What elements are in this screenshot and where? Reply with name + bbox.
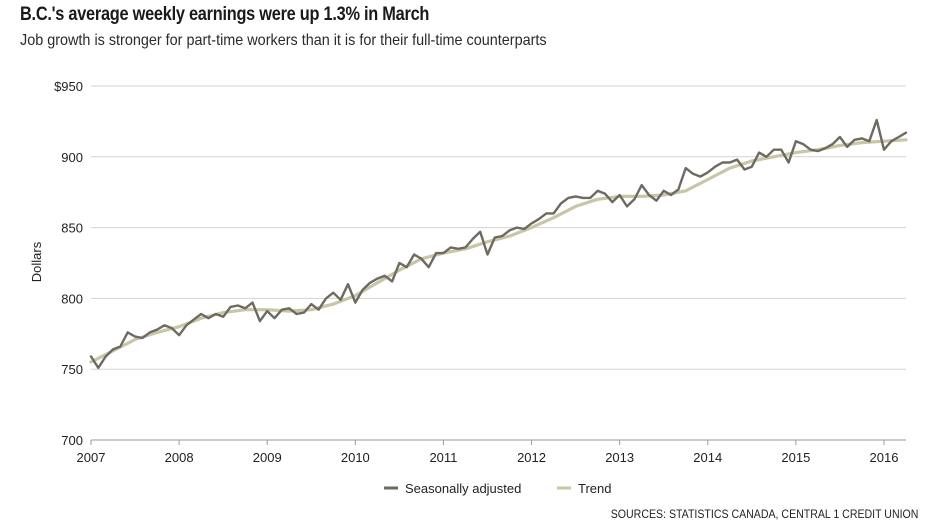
chart-title: B.C.'s average weekly earnings were up 1… <box>20 4 430 25</box>
x-tick-label-2010: 2010 <box>341 450 370 465</box>
series-line-seasonally-adjusted <box>89 118 908 369</box>
x-tick-label-2007: 2007 <box>77 450 106 465</box>
x-tick-label-2014: 2014 <box>693 450 722 465</box>
gridlines <box>91 85 906 441</box>
y-tick-label-900: 900 <box>61 150 83 165</box>
source-note: SOURCES: STATISTICS CANADA, CENTRAL 1 CR… <box>610 509 918 521</box>
y-axis-ticks: 700 750 800 850 900 $950 <box>54 79 83 448</box>
legend-label-trend: Trend <box>578 481 611 496</box>
series-lines <box>89 118 908 369</box>
chart-subtitle: Job growth is stronger for part-time wor… <box>20 32 547 49</box>
series-line-trend <box>89 138 908 364</box>
x-tick-label-2009: 2009 <box>253 450 282 465</box>
y-tick-label-800: 800 <box>61 291 83 306</box>
y-tick-label-850: 850 <box>61 221 83 236</box>
x-tick-label-2013: 2013 <box>605 450 634 465</box>
y-tick-label-950: $950 <box>54 79 83 94</box>
legend-label-seasonally-adjusted: Seasonally adjusted <box>405 481 521 496</box>
x-tick-label-2015: 2015 <box>781 450 810 465</box>
x-tick-label-2016: 2016 <box>870 450 899 465</box>
x-axis-ticks: 2007 2008 2009 2010 2011 2012 2013 2014 2015 2016 <box>77 440 899 465</box>
y-tick-label-750: 750 <box>61 362 83 377</box>
legend: Seasonally adjusted Trend <box>384 481 611 496</box>
x-tick-label-2008: 2008 <box>165 450 194 465</box>
y-axis-label: Dollars <box>29 241 44 282</box>
x-tick-label-2011: 2011 <box>429 450 457 465</box>
x-tick-label-2012: 2012 <box>517 450 546 465</box>
y-tick-label-700: 700 <box>61 433 83 448</box>
